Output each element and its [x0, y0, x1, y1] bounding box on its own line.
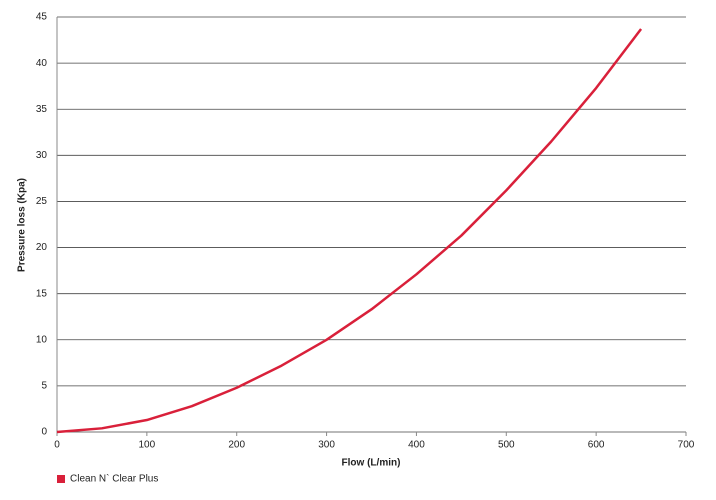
legend-swatch: [57, 475, 65, 483]
x-tick-label: 100: [139, 440, 156, 451]
x-tick-label: 400: [408, 440, 425, 451]
y-tick-label: 35: [36, 104, 48, 115]
y-tick-label: 0: [41, 427, 47, 438]
y-tick-label: 15: [36, 288, 48, 299]
y-tick-label: 10: [36, 334, 48, 345]
y-tick-label: 20: [36, 242, 48, 253]
x-tick-label: 700: [678, 440, 695, 451]
x-tick-label: 600: [588, 440, 605, 451]
y-tick-label: 30: [36, 150, 48, 161]
y-tick-label: 5: [41, 381, 47, 392]
y-tick-label: 40: [36, 58, 48, 69]
line-series: [56, 28, 643, 434]
x-tick-label: 200: [228, 440, 245, 451]
x-tick-label: 0: [54, 440, 60, 451]
legend-label: Clean N` Clear Plus: [70, 473, 158, 485]
y-tick-label: 25: [36, 196, 48, 207]
x-axis-title: Flow (L/min): [342, 458, 401, 469]
x-tick-label: 500: [498, 440, 515, 451]
x-tick-label: 300: [318, 440, 335, 451]
y-axis-title: Pressure loss (Kpa): [17, 178, 28, 272]
y-tick-label: 45: [36, 12, 48, 23]
